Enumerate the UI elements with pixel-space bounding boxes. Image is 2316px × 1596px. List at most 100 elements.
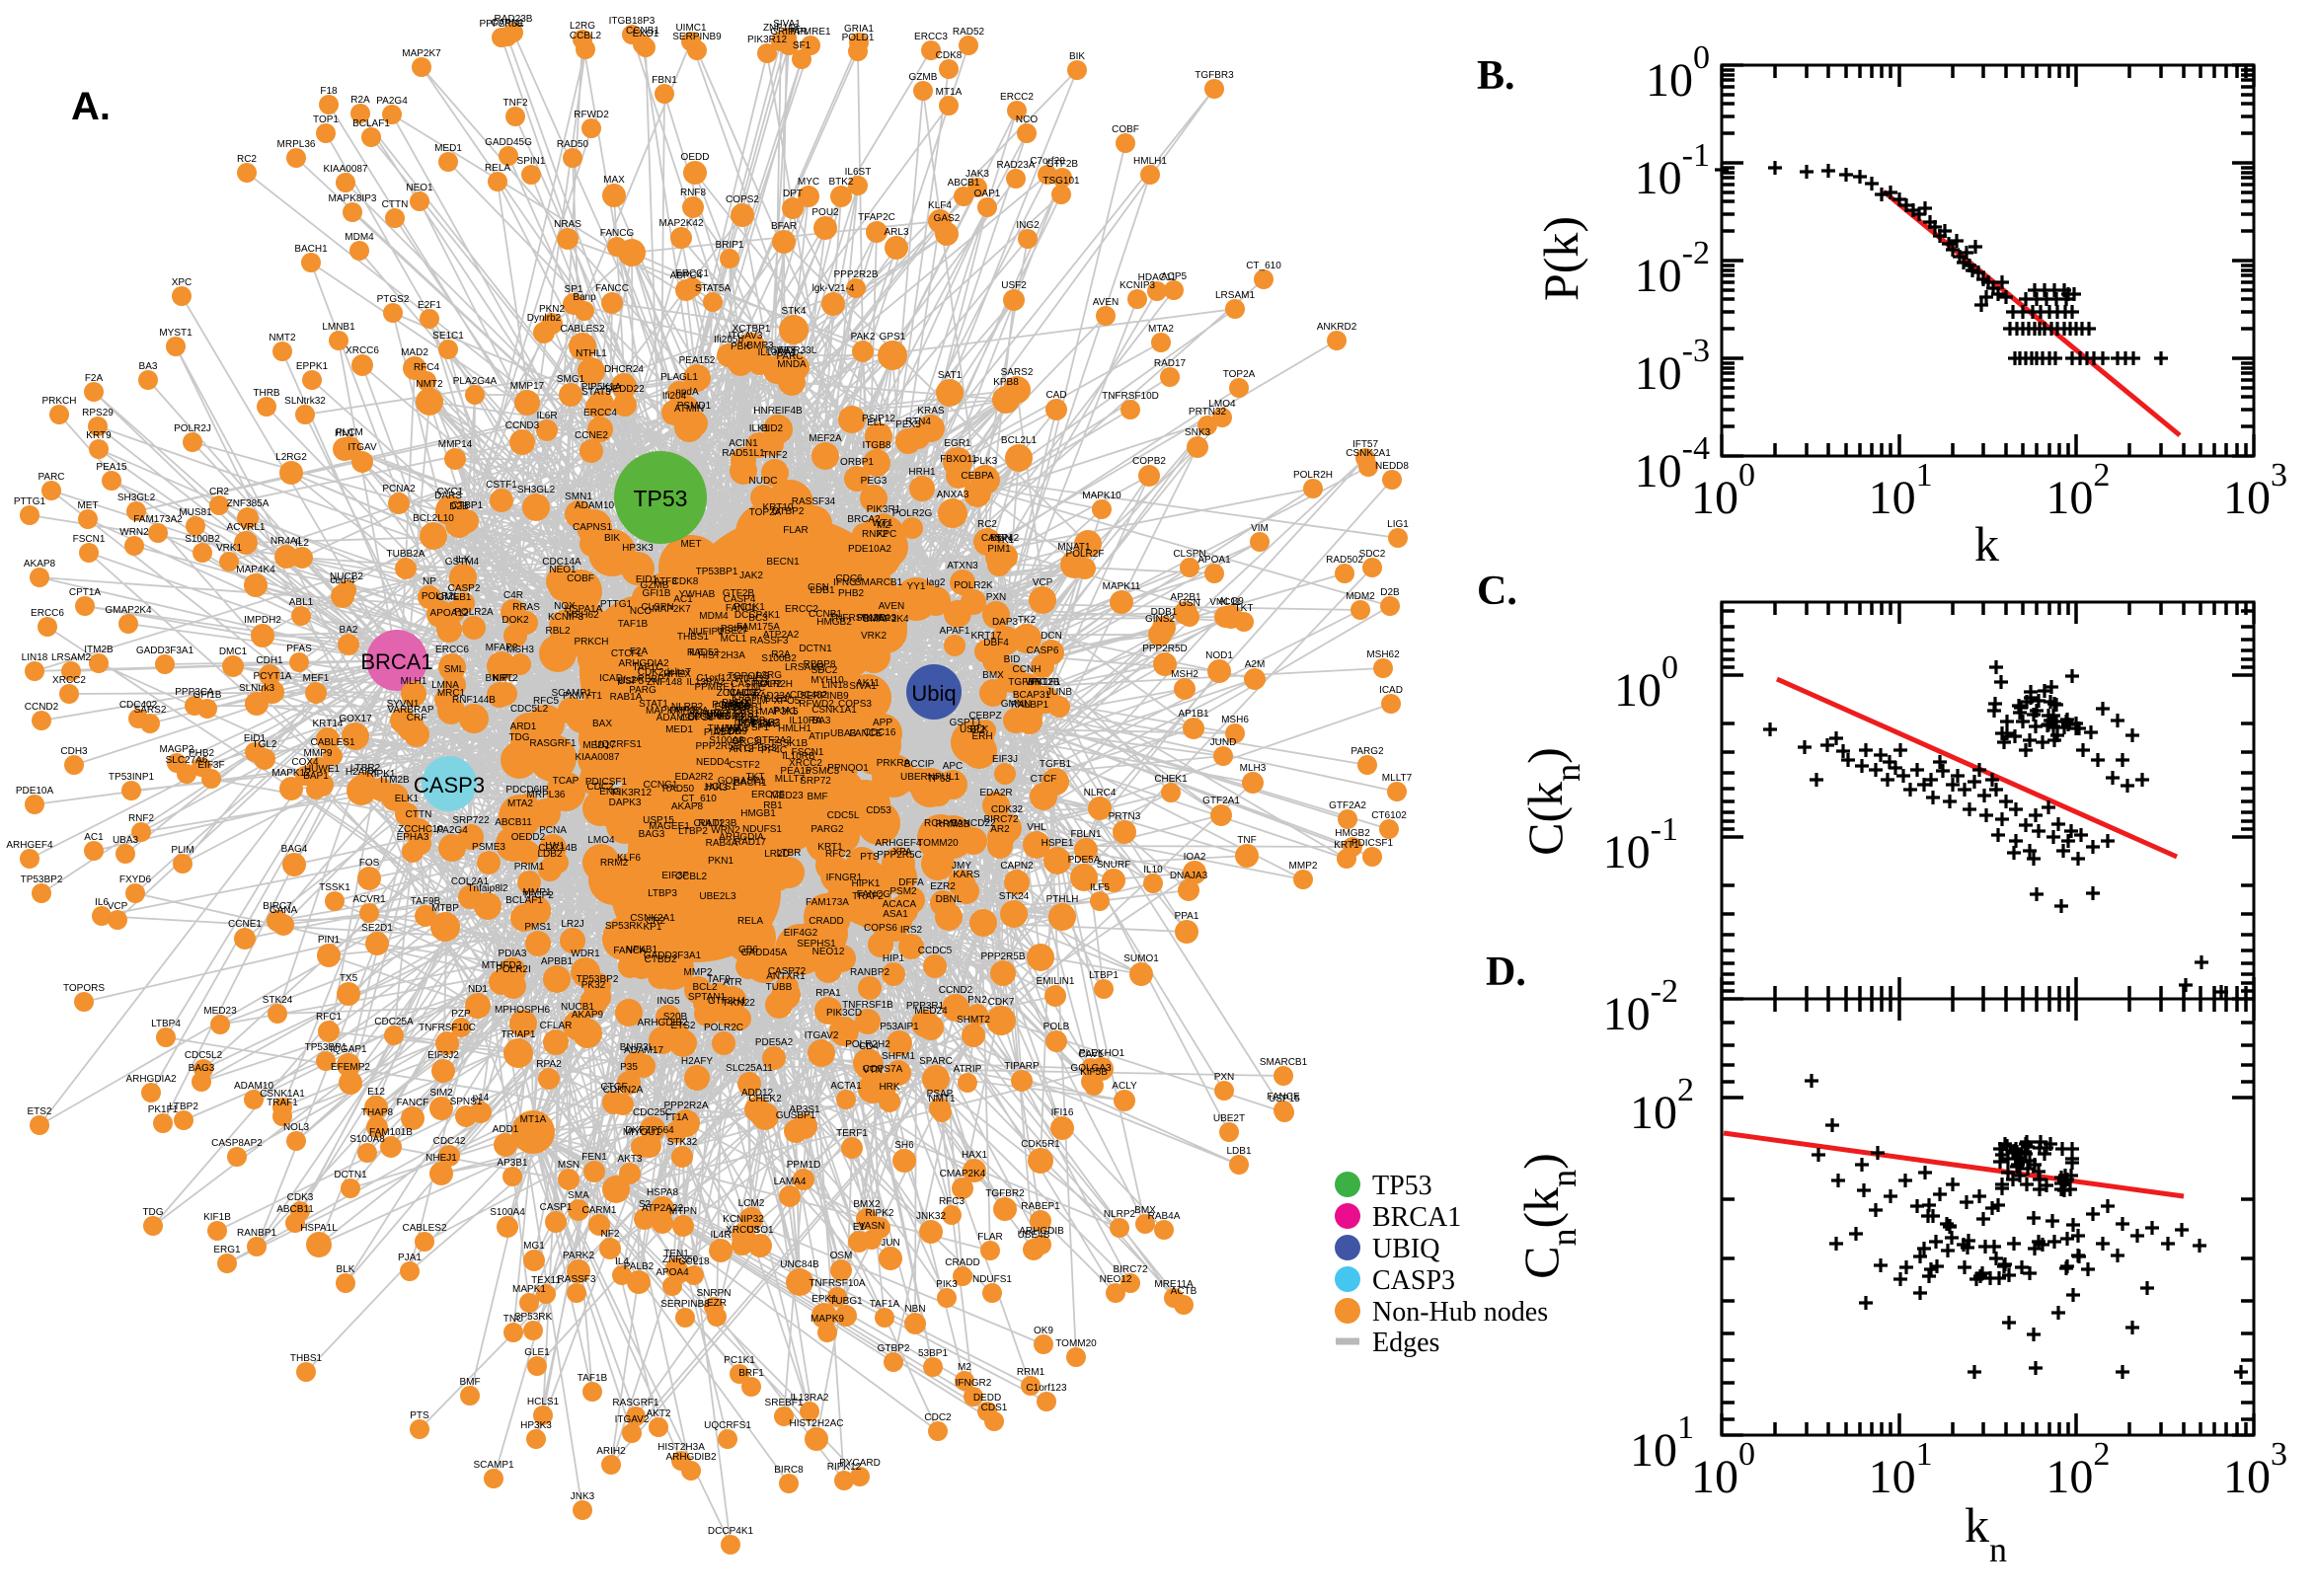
svg-text:NMT1: NMT1 [928,1094,956,1104]
svg-text:PC1K1: PC1K1 [733,602,765,613]
svg-text:THRB: THRB [253,388,280,399]
svg-text:KRAS: KRAS [917,406,945,417]
svg-text:Ubiq: Ubiq [911,681,956,706]
svg-text:KLF6: KLF6 [617,853,641,864]
svg-text:PK1F1: PK1F1 [1031,677,1061,688]
svg-text:ARHGDIA: ARHGDIA [719,832,764,843]
svg-text:ORBP1: ORBP1 [840,457,874,468]
svg-text:Non-Hub nodes: Non-Hub nodes [1372,1297,1548,1328]
svg-text:HCLS1: HCLS1 [527,1397,560,1407]
svg-text:BACH1: BACH1 [294,244,328,255]
svg-text:RAD23B: RAD23B [699,818,737,829]
svg-text:ced-4: ced-4 [330,575,354,586]
svg-text:SLNtrk3: SLNtrk3 [239,683,275,694]
svg-text:PAK2: PAK2 [851,332,876,342]
svg-text:CSNK1A1: CSNK1A1 [811,705,857,716]
svg-text:LR2D: LR2D [764,849,790,860]
svg-text:RFC2: RFC2 [825,849,852,860]
svg-text:BMX: BMX [1134,1205,1156,1216]
svg-text:ITGAV2: ITGAV2 [805,1030,839,1041]
svg-text:LTBR: LTBR [777,848,802,859]
svg-text:L2RG: L2RG [570,21,595,32]
svg-text:PPP2R5E: PPP2R5E [479,19,523,30]
svg-text:BRCA2: BRCA2 [847,514,881,525]
svg-text:53BP1: 53BP1 [918,1348,948,1359]
svg-text:ITGB18P3: ITGB18P3 [609,16,656,27]
svg-text:PCYT1A: PCYT1A [254,671,292,682]
svg-text:TERF1: TERF1 [836,1128,868,1139]
svg-text:STAT5A: STAT5A [695,283,732,294]
svg-text:TAF1A: TAF1A [870,1299,900,1310]
svg-text:HIST2H3A: HIST2H3A [698,650,745,661]
svg-text:TP53BP2: TP53BP2 [21,874,63,885]
svg-text:TUBB: TUBB [766,982,793,993]
svg-text:BMF: BMF [459,1377,480,1388]
svg-text:GOX17: GOX17 [339,714,372,724]
svg-text:CDC25A: CDC25A [374,1017,414,1027]
svg-text:MAX: MAX [603,175,625,186]
svg-text:CDC402: CDC402 [119,700,158,711]
svg-text:ICAD: ICAD [1379,685,1403,696]
svg-text:NUDC: NUDC [749,476,778,487]
svg-text:MED17: MED17 [582,740,616,751]
svg-text:S2: S2 [639,1199,652,1210]
svg-text:ABCB11: ABCB11 [495,817,532,828]
svg-text:EMILIN1: EMILIN1 [1037,976,1075,987]
svg-text:MMP17: MMP17 [510,381,545,392]
svg-text:PYCARD: PYCARD [839,1458,881,1469]
svg-text:BRF1: BRF1 [738,1368,764,1379]
svg-text:BCL2: BCL2 [692,982,717,993]
svg-text:BIK: BIK [1069,51,1085,62]
svg-text:RFC3: RFC3 [939,1196,965,1207]
svg-text:ASA1: ASA1 [883,909,908,920]
svg-text:OK9: OK9 [728,726,747,737]
svg-text:ATR: ATR [723,977,741,988]
svg-text:lgk-V21-4: lgk-V21-4 [812,283,855,294]
svg-text:UBA3: UBA3 [830,728,857,739]
svg-text:PHB2: PHB2 [189,748,215,759]
svg-text:LTBR2: LTBR2 [350,763,381,774]
svg-text:RFC1: RFC1 [316,1012,343,1023]
svg-text:GORASP1: GORASP1 [718,776,766,787]
svg-text:AKAP8: AKAP8 [24,559,56,570]
svg-text:TOPORS: TOPORS [728,671,769,682]
svg-text:PRTN32: PRTN32 [1189,407,1227,418]
svg-text:RIPK12: RIPK12 [736,674,771,685]
svg-text:PPP2R2A: PPP2R2A [663,1101,708,1111]
svg-text:OEDD: OEDD [681,152,710,163]
svg-text:SLC27A6: SLC27A6 [688,712,731,722]
svg-text:SLNtrk32: SLNtrk32 [284,396,326,407]
svg-text:M2: M2 [877,520,890,531]
svg-text:GOLGA3: GOLGA3 [1070,1063,1112,1074]
svg-text:PRKCH: PRKCH [574,637,608,647]
svg-text:GADD3F3A1: GADD3F3A1 [136,646,194,656]
svg-text:MSH2: MSH2 [1171,669,1198,680]
svg-text:RAD52: RAD52 [687,647,720,658]
svg-text:HMGB1: HMGB1 [740,808,776,819]
svg-text:XRCC2: XRCC2 [52,675,86,686]
svg-text:BAG4: BAG4 [281,844,308,855]
svg-text:BECN1: BECN1 [766,557,800,568]
svg-text:CAPNS1: CAPNS1 [573,522,612,533]
svg-text:DNAJA3: DNAJA3 [1170,871,1208,881]
svg-text:CTTN: CTTN [406,809,432,820]
svg-text:CDC5L2: CDC5L2 [185,1050,223,1061]
svg-text:ING5: ING5 [656,996,680,1007]
svg-text:MAD2: MAD2 [401,347,428,358]
svg-text:SLC27A6: SLC27A6 [166,755,208,766]
svg-text:F18: F18 [320,86,338,97]
svg-text:WNT2B: WNT2B [1026,677,1060,688]
svg-text:KRT2: KRT2 [493,673,518,684]
svg-text:XPC: XPC [172,277,193,288]
svg-text:CDK7: CDK7 [988,997,1015,1008]
svg-text:POLR2H: POLR2H [753,679,793,690]
svg-text:PPP3CA: PPP3CA [175,687,214,698]
svg-text:NUCB1: NUCB1 [561,1002,594,1013]
svg-text:CDK8: CDK8 [672,576,699,587]
svg-text:RAD23A: RAD23A [997,160,1036,171]
svg-text:DOK2: DOK2 [502,615,529,626]
svg-text:MEF1: MEF1 [303,673,330,684]
svg-text:PEA152: PEA152 [679,355,716,366]
svg-text:BAX: BAX [592,719,612,729]
svg-text:Tnfaip8l2: Tnfaip8l2 [467,883,508,894]
